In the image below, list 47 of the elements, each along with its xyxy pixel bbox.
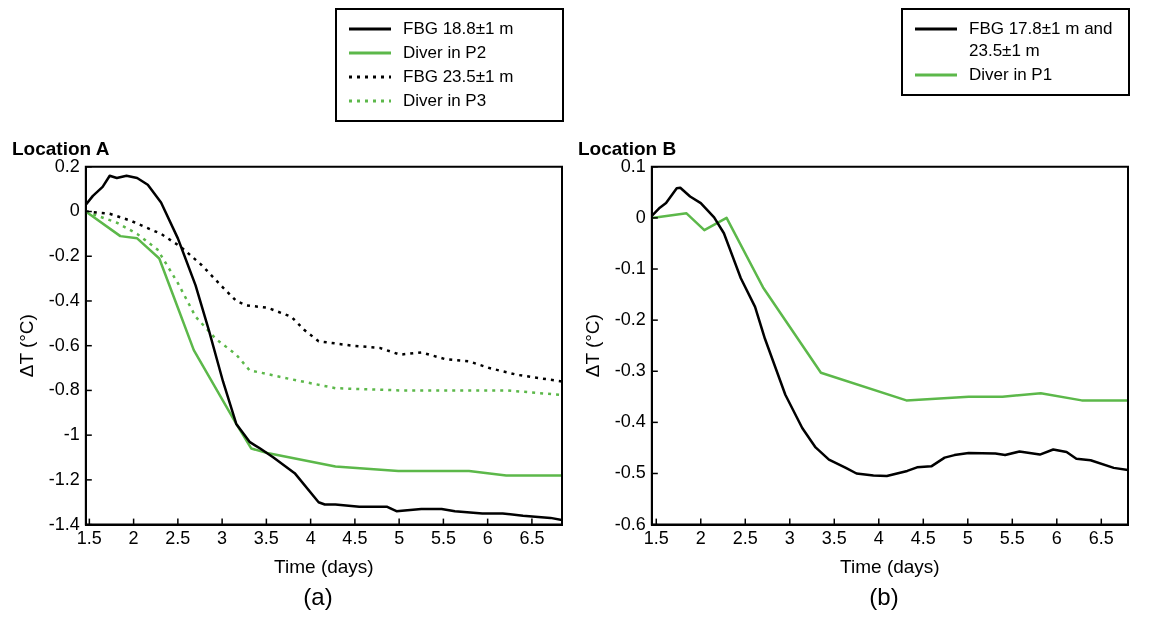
x-tick-label: 6 [1051,528,1062,549]
x-tick-label: 3.5 [821,528,847,549]
x-tick-label: 4 [305,528,316,549]
x-tick-label: 5 [394,528,405,549]
x-tick-label: 1.5 [643,528,669,549]
y-tick-label: -0.5 [614,462,646,483]
x-tick-label: 5.5 [999,528,1025,549]
x-axis-title: Time (days) [840,555,940,577]
x-tick-label: 6 [482,528,493,549]
x-tick-label: 2.5 [732,528,758,549]
x-tick-label: 5 [962,528,973,549]
x-tick-label: 6.5 [519,528,545,549]
x-tick-label: 5.5 [430,528,456,549]
legend-label: FBG 17.8±1 m and 23.5±1 m [969,18,1114,62]
y-axis-title: ΔT (°C) [581,314,603,378]
y-tick-label: -0.8 [48,379,80,400]
text: (b) [868,583,900,611]
x-tick-label: 4.5 [910,528,936,549]
y-tick-label: -0.6 [48,334,80,355]
x-tick-label: 3 [217,528,228,549]
x-tick-label: 2 [128,528,139,549]
x-tick-label: 3 [784,528,795,549]
x-tick-label: 3.5 [253,528,279,549]
y-tick-label: -0.4 [48,289,80,310]
y-tick-label: -0.4 [614,411,646,432]
legend-label: FBG 18.8±1 m [403,18,514,40]
legend-label: Diver in P2 [403,42,487,64]
x-axis-title: Time (days) [274,555,374,577]
y-tick-label: -1.2 [48,468,80,489]
legend-label: Diver in P3 [403,90,487,112]
y-axis-title: ΔT (°C) [15,314,37,378]
x-tick-label: 6.5 [1088,528,1114,549]
y-tick-label: -0.3 [614,360,646,381]
y-tick-label: -0.2 [48,245,80,266]
x-tick-label: 2 [695,528,706,549]
y-tick-label: 0 [69,200,80,221]
x-tick-label: 4 [873,528,884,549]
y-tick-label: 0 [635,206,646,227]
x-tick-label: 2.5 [165,528,191,549]
legend-label: Diver in P1 [969,64,1053,86]
y-tick-label: -1 [63,424,80,445]
y-tick-label: -0.2 [614,309,646,330]
legend-label: FBG 23.5±1 m [403,66,514,88]
y-tick-label: -0.6 [614,513,646,534]
y-tick-label: -0.1 [614,258,646,278]
x-tick-label: 4.5 [342,528,368,549]
text: (a) [302,583,334,611]
